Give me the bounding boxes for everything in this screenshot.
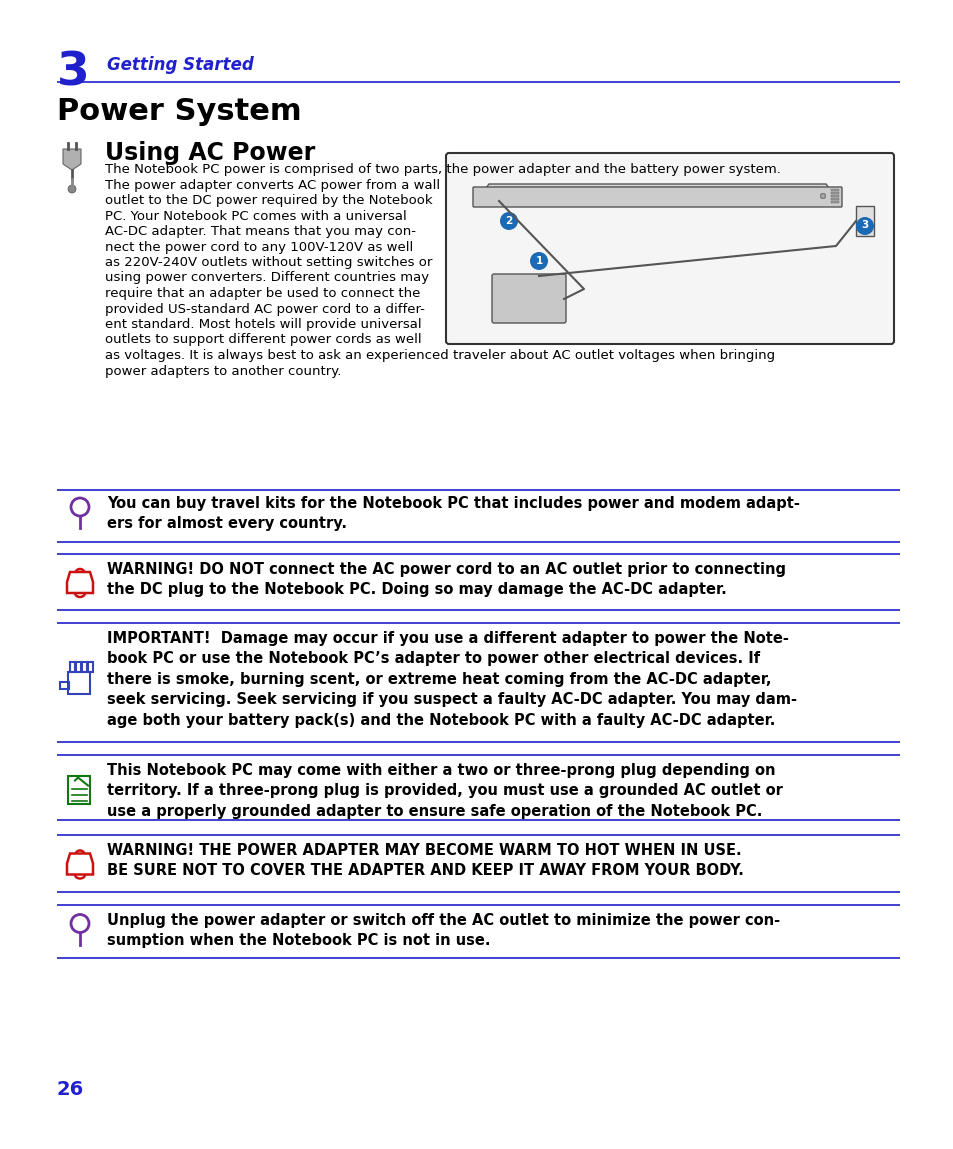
Text: You can buy travel kits for the Notebook PC that includes power and modem adapt-: You can buy travel kits for the Notebook… (107, 496, 799, 531)
Text: The power adapter converts AC power from a wall: The power adapter converts AC power from… (105, 178, 439, 192)
Text: as voltages. It is always best to ask an experienced traveler about AC outlet vo: as voltages. It is always best to ask an… (105, 349, 774, 362)
Text: using power converters. Different countries may: using power converters. Different countr… (105, 271, 429, 285)
Bar (830, 192, 838, 194)
Bar (88, 662, 92, 671)
Bar (866, 223, 870, 231)
Bar (82, 662, 87, 671)
Text: 26: 26 (57, 1080, 84, 1098)
Bar (76, 662, 81, 671)
Circle shape (530, 252, 547, 270)
Bar (855, 206, 873, 236)
Polygon shape (474, 184, 841, 205)
Text: Getting Started: Getting Started (107, 56, 253, 74)
Text: This Notebook PC may come with either a two or three-prong plug depending on
ter: This Notebook PC may come with either a … (107, 763, 782, 819)
Bar (68, 776, 90, 803)
Text: 3: 3 (861, 221, 868, 231)
FancyBboxPatch shape (446, 153, 893, 344)
Text: outlet to the DC power required by the Notebook: outlet to the DC power required by the N… (105, 194, 432, 207)
Bar (830, 188, 838, 191)
Text: AC-DC adapter. That means that you may con-: AC-DC adapter. That means that you may c… (105, 225, 416, 238)
Text: Power System: Power System (57, 97, 301, 126)
Text: PC. Your Notebook PC comes with a universal: PC. Your Notebook PC comes with a univer… (105, 209, 406, 223)
Text: Using AC Power: Using AC Power (105, 141, 314, 165)
Text: IMPORTANT!  Damage may occur if you use a different adapter to power the Note-
b: IMPORTANT! Damage may occur if you use a… (107, 631, 796, 727)
Bar (68, 671, 90, 694)
Text: power adapters to another country.: power adapters to another country. (105, 364, 341, 378)
Text: outlets to support different power cords as well: outlets to support different power cords… (105, 333, 421, 347)
Text: as 220V-240V outlets without setting switches or: as 220V-240V outlets without setting swi… (105, 256, 432, 269)
Text: 2: 2 (505, 216, 512, 225)
Bar (830, 201, 838, 203)
Bar (821, 194, 824, 198)
Polygon shape (63, 149, 81, 170)
Bar (830, 195, 838, 196)
Text: 1: 1 (535, 255, 542, 265)
Circle shape (499, 213, 517, 230)
Bar (821, 194, 824, 198)
Bar (60, 681, 69, 688)
Bar (858, 223, 862, 231)
Text: Unplug the power adapter or switch off the AC outlet to minimize the power con-
: Unplug the power adapter or switch off t… (107, 913, 780, 948)
FancyBboxPatch shape (492, 273, 565, 323)
Text: ent standard. Most hotels will provide universal: ent standard. Most hotels will provide u… (105, 318, 421, 331)
FancyBboxPatch shape (473, 187, 841, 207)
Text: The Notebook PC power is comprised of two parts, the power adapter and the batte: The Notebook PC power is comprised of tw… (105, 163, 781, 176)
Polygon shape (478, 187, 835, 202)
Text: provided US-standard AC power cord to a differ-: provided US-standard AC power cord to a … (105, 302, 424, 316)
Bar (70, 662, 75, 671)
Bar (821, 194, 824, 198)
Circle shape (68, 185, 76, 193)
Bar (830, 198, 838, 200)
Text: 3: 3 (57, 51, 90, 95)
Text: WARNING! DO NOT connect the AC power cord to an AC outlet prior to connecting
th: WARNING! DO NOT connect the AC power cor… (107, 562, 785, 597)
Circle shape (855, 217, 873, 236)
Bar (821, 194, 824, 198)
Text: require that an adapter be used to connect the: require that an adapter be used to conne… (105, 287, 420, 300)
Text: WARNING! THE POWER ADAPTER MAY BECOME WARM TO HOT WHEN IN USE.
BE SURE NOT TO CO: WARNING! THE POWER ADAPTER MAY BECOME WA… (107, 843, 743, 878)
Text: nect the power cord to any 100V-120V as well: nect the power cord to any 100V-120V as … (105, 240, 413, 254)
